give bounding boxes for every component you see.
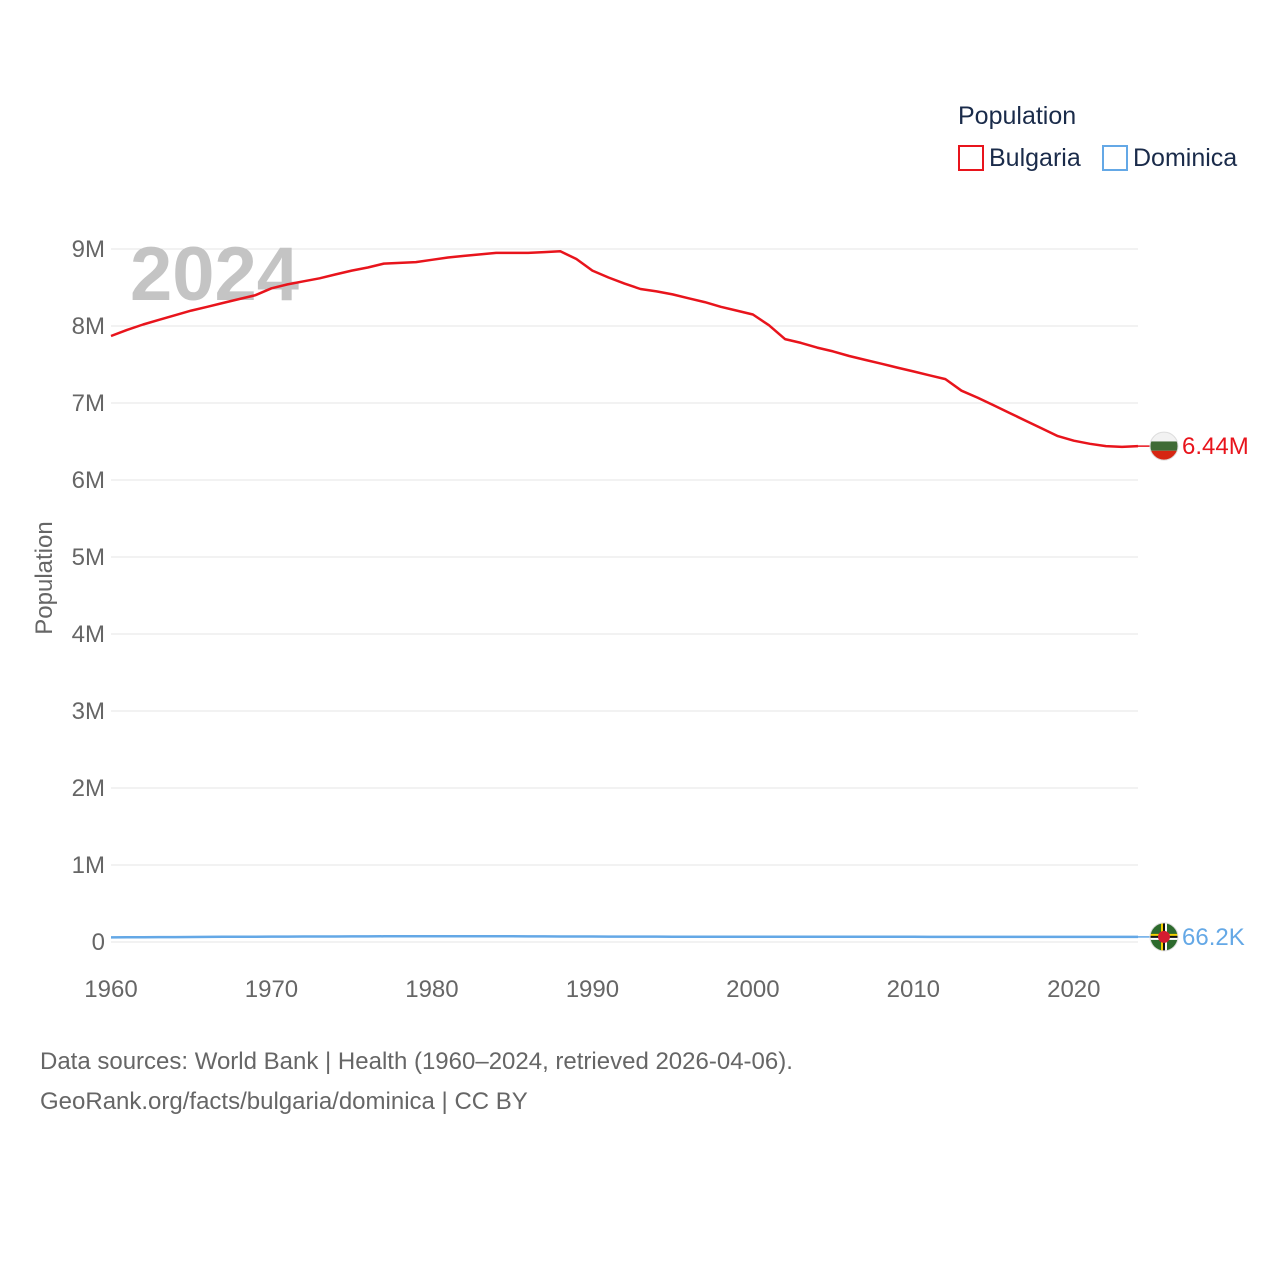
x-tick-label: 2020 [1047, 976, 1100, 1003]
x-tick-label: 1980 [405, 976, 458, 1003]
y-tick-label: 6M [72, 467, 105, 494]
legend-item-dominica[interactable]: Dominica [1102, 144, 1237, 172]
y-tick-label: 0 [92, 929, 105, 956]
legend-label-bulgaria: Bulgaria [989, 144, 1081, 172]
series-layer [110, 250, 1139, 939]
year-watermark: 2024 [130, 232, 299, 317]
series-line-dominica[interactable] [110, 934, 1138, 939]
legend-label-dominica: Dominica [1133, 144, 1237, 172]
y-axis-title: Population [31, 521, 58, 634]
y-axis: 0 1M 2M 3M 4M 5M 6M 7M 8M 9M [72, 236, 105, 956]
y-tick-label: 8M [72, 313, 105, 340]
y-tick-label: 5M [72, 544, 105, 571]
y-tick-label: 3M [72, 698, 105, 725]
series-line-bulgaria[interactable] [110, 250, 1139, 449]
x-tick-label: 2000 [726, 976, 779, 1003]
x-tick-label: 1960 [84, 976, 137, 1003]
legend: Population Bulgaria Dominica [958, 102, 1237, 172]
legend-item-bulgaria[interactable]: Bulgaria [958, 144, 1081, 172]
dominica-flag-icon [1149, 922, 1179, 952]
x-tick-label: 2010 [887, 976, 940, 1003]
y-tick-label: 1M [72, 852, 105, 879]
grid-lines [111, 248, 1138, 943]
legend-swatch-dominica [1102, 145, 1128, 171]
end-value-label-dominica: 66.2K [1182, 924, 1245, 951]
legend-title: Population [958, 102, 1076, 130]
x-tick-label: 1970 [245, 976, 298, 1003]
attribution-line: GeoRank.org/facts/bulgaria/dominica | CC… [40, 1088, 528, 1115]
y-tick-label: 4M [72, 621, 105, 648]
y-tick-label: 2M [72, 775, 105, 802]
y-tick-label: 9M [72, 236, 105, 263]
data-sources: Data sources: World Bank | Health (1960–… [40, 1042, 793, 1122]
bulgaria-flag-icon [1149, 431, 1179, 461]
end-markers: 6.44M 66.2K [1138, 431, 1249, 952]
legend-swatch-bulgaria [958, 145, 984, 171]
y-tick-label: 7M [72, 390, 105, 417]
x-axis: 1960 1970 1980 1990 2000 2010 2020 [84, 976, 1100, 1003]
x-tick-label: 1990 [566, 976, 619, 1003]
end-value-label-bulgaria: 6.44M [1182, 433, 1249, 460]
data-sources-line: Data sources: World Bank | Health (1960–… [40, 1048, 793, 1075]
